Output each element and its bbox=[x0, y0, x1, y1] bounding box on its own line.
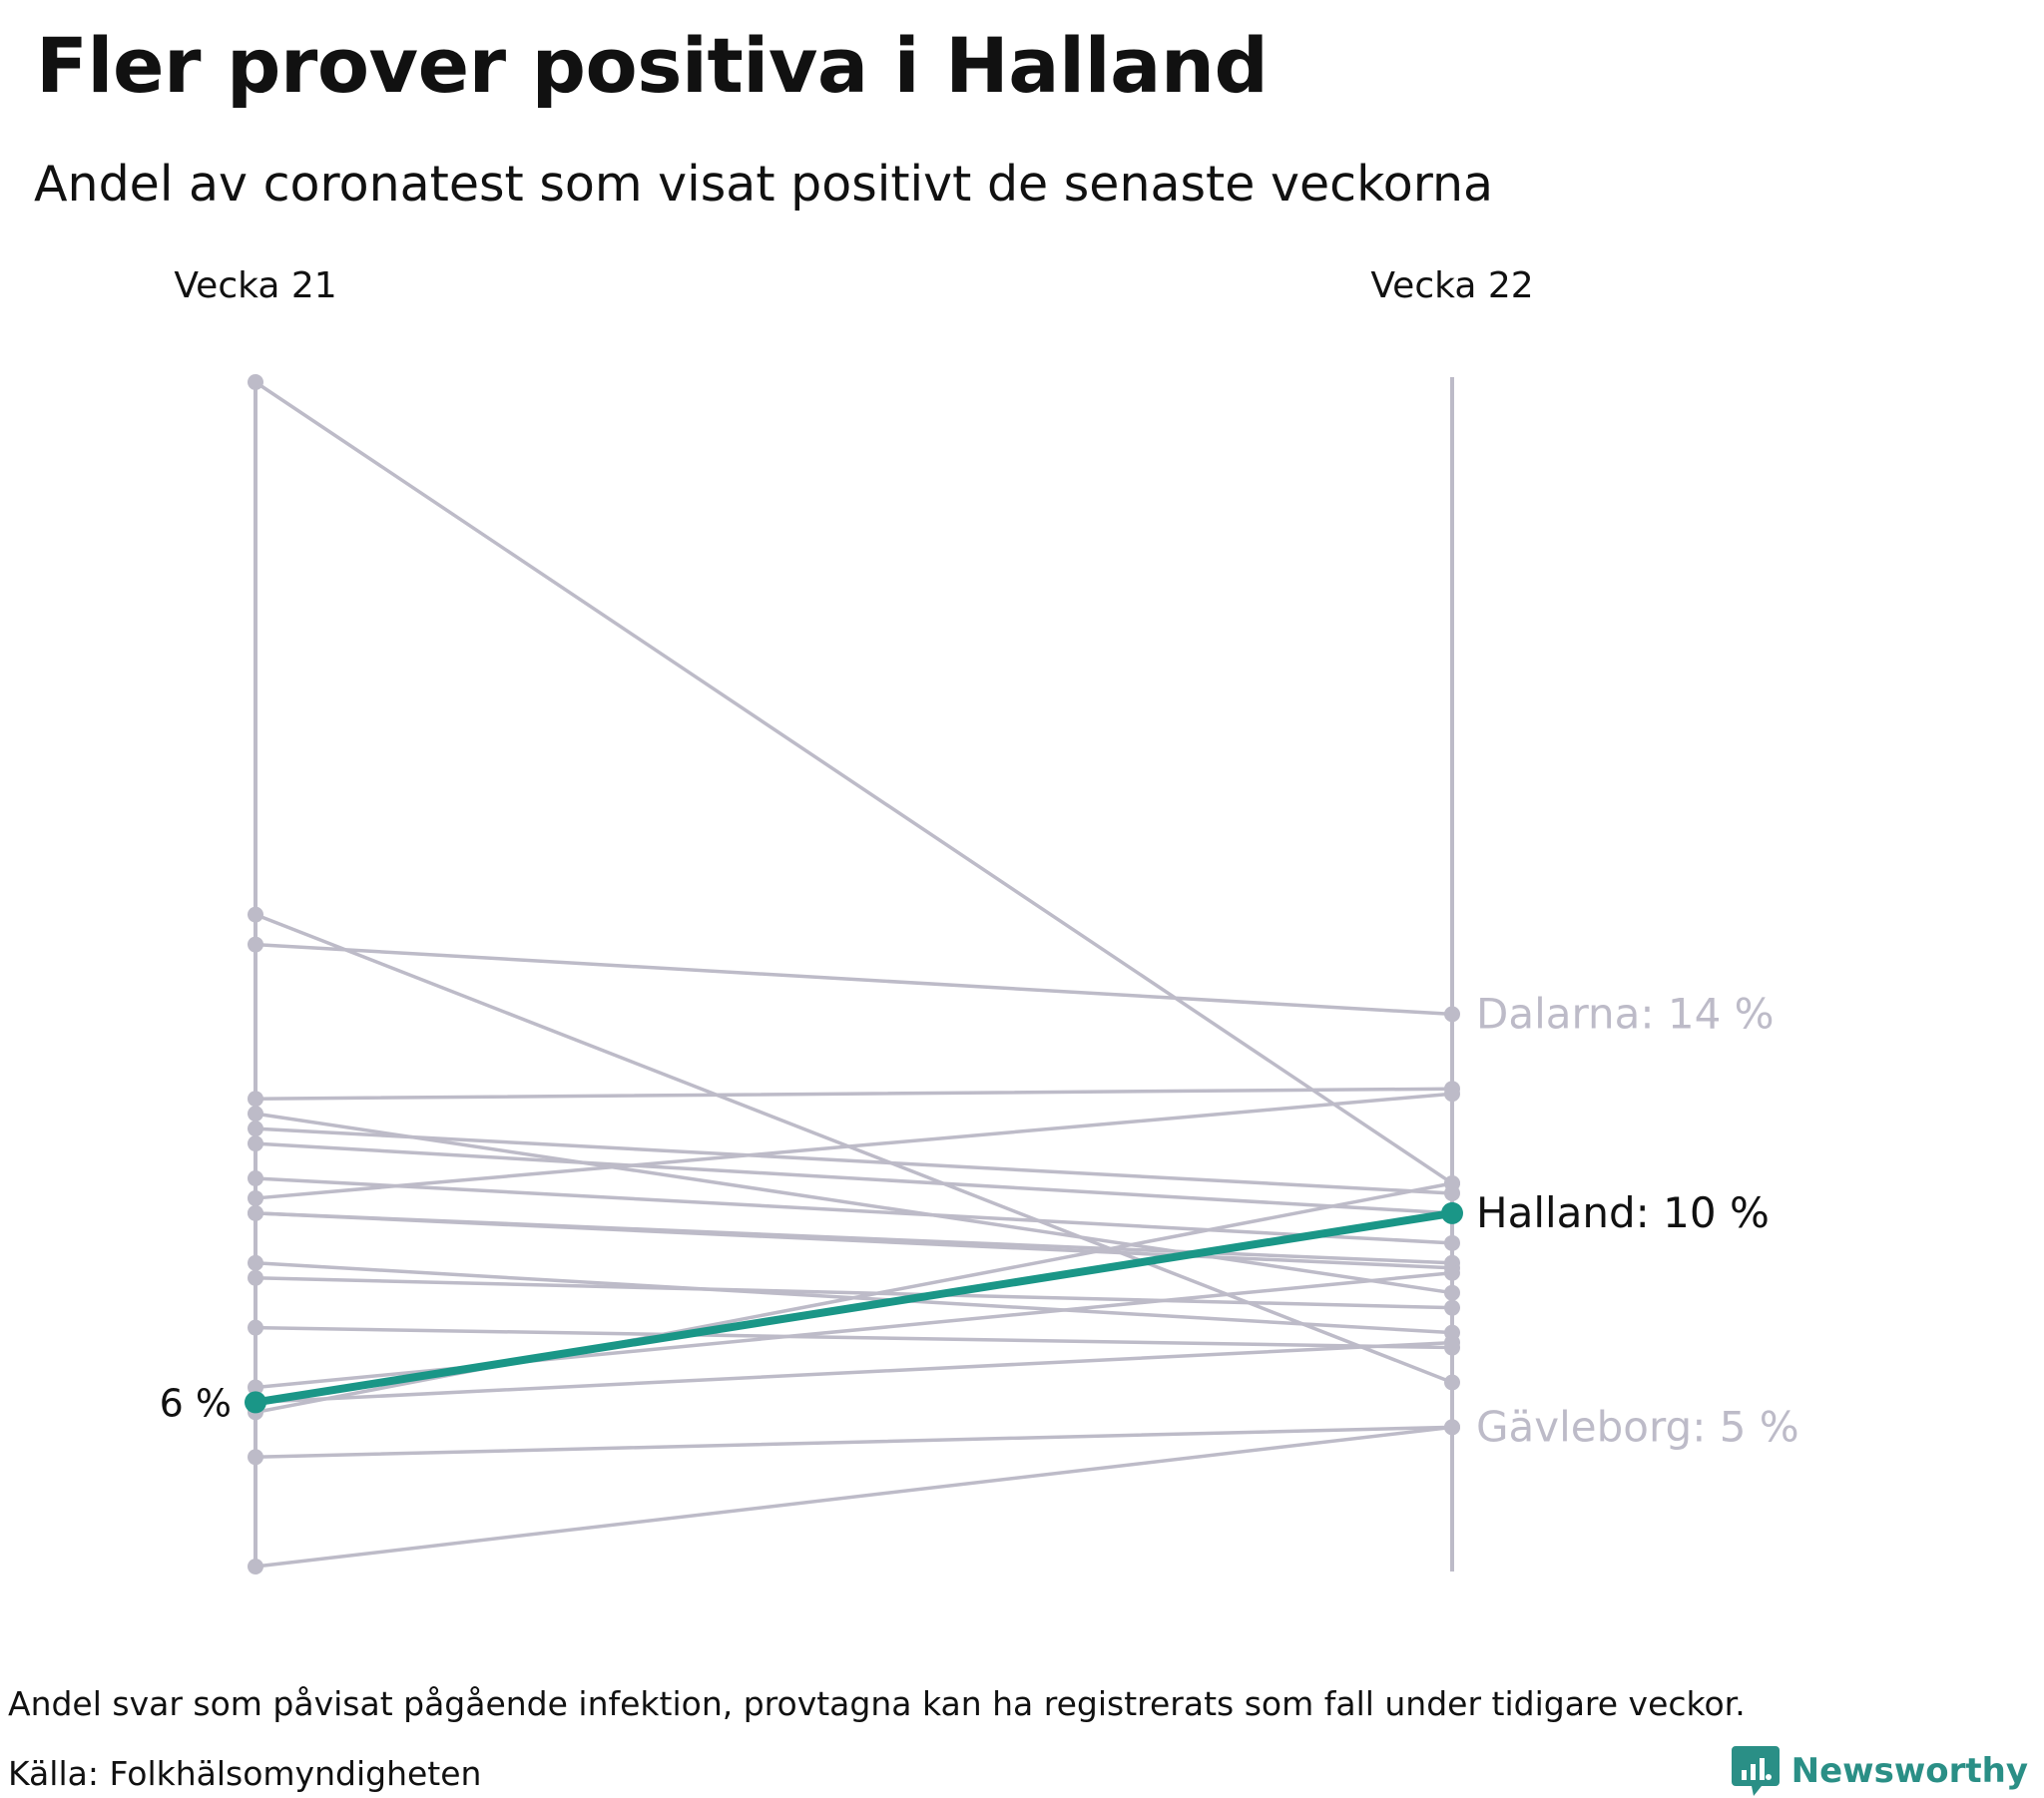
series-point bbox=[248, 1106, 263, 1123]
slope-chart: Vecka 21 Vecka 22 Halland: 10 % 6 % Dalarna… bbox=[160, 265, 1799, 1575]
series-end-label: Gävleborg: 5 % bbox=[1476, 1402, 1799, 1451]
series-point bbox=[248, 1269, 263, 1286]
series-point bbox=[248, 906, 263, 923]
series-point bbox=[1444, 1264, 1460, 1281]
brand-name: Newsworthy bbox=[1790, 1751, 2028, 1791]
column-header-1: Vecka 21 bbox=[174, 265, 336, 306]
series-end-label: Dalarna: 14 % bbox=[1476, 989, 1775, 1038]
series-line bbox=[254, 1141, 1454, 1215]
series-line bbox=[254, 1425, 1454, 1569]
series-point bbox=[248, 936, 263, 953]
series-point bbox=[248, 1559, 263, 1575]
series-start-label: 6 % bbox=[160, 1381, 232, 1425]
chart-subtitle: Andel av coronatest som visat positivt d… bbox=[34, 156, 1494, 213]
series-point bbox=[248, 373, 263, 390]
series-point bbox=[248, 1319, 263, 1336]
series-point bbox=[1444, 1299, 1460, 1316]
series-point bbox=[248, 1379, 263, 1396]
series-point bbox=[248, 1121, 263, 1137]
series-line bbox=[254, 1325, 1454, 1350]
brand: Newsworthy bbox=[1731, 1744, 2028, 1798]
series-point bbox=[1444, 1086, 1460, 1103]
series-point bbox=[248, 1091, 263, 1108]
axes-layer: Vecka 21 Vecka 22 bbox=[174, 265, 1534, 1572]
highlight-point bbox=[245, 1391, 266, 1414]
series-line bbox=[254, 942, 1454, 1017]
series-line bbox=[254, 1112, 1454, 1295]
series-point bbox=[248, 1254, 263, 1271]
footnote: Andel svar som påvisat pågående infektio… bbox=[8, 1684, 1746, 1723]
highlight-series-layer bbox=[245, 1201, 1463, 1414]
series-point bbox=[248, 1449, 263, 1466]
context-series-layer bbox=[248, 373, 1460, 1575]
series-line bbox=[254, 1211, 1454, 1265]
series-line bbox=[254, 1425, 1454, 1460]
series-line bbox=[254, 1176, 1454, 1245]
highlight-series-line bbox=[252, 1208, 1456, 1407]
series-line bbox=[254, 1092, 1454, 1200]
series-point bbox=[1444, 1284, 1460, 1301]
series-point bbox=[248, 1204, 263, 1221]
series-point bbox=[248, 1169, 263, 1186]
newsworthy-logo-icon bbox=[1731, 1746, 1780, 1796]
source-credit: Källa: Folkhälsomyndigheten bbox=[8, 1754, 482, 1793]
series-point bbox=[1444, 1419, 1460, 1436]
chart-title: Fler prover positiva i Halland bbox=[36, 21, 1269, 110]
series-point bbox=[248, 1189, 263, 1206]
series-line bbox=[254, 1275, 1454, 1310]
series-point bbox=[1444, 1006, 1460, 1023]
series-line bbox=[254, 1087, 1454, 1101]
series-end-label: Halland: 10 % bbox=[1476, 1188, 1770, 1237]
highlight-point bbox=[1441, 1201, 1463, 1224]
series-line bbox=[254, 380, 1454, 1185]
column-header-2: Vecka 22 bbox=[1370, 265, 1533, 306]
series-point bbox=[248, 1135, 263, 1152]
series-line bbox=[254, 1126, 1454, 1195]
series-line bbox=[254, 1340, 1454, 1405]
series-point bbox=[1444, 1234, 1460, 1251]
series-point bbox=[1444, 1334, 1460, 1351]
series-line bbox=[254, 912, 1454, 1385]
label-layer: Halland: 10 % 6 % Dalarna: 14 % Gävleborg: … bbox=[160, 989, 1799, 1451]
series-point bbox=[1444, 1174, 1460, 1191]
series-point bbox=[1444, 1374, 1460, 1391]
